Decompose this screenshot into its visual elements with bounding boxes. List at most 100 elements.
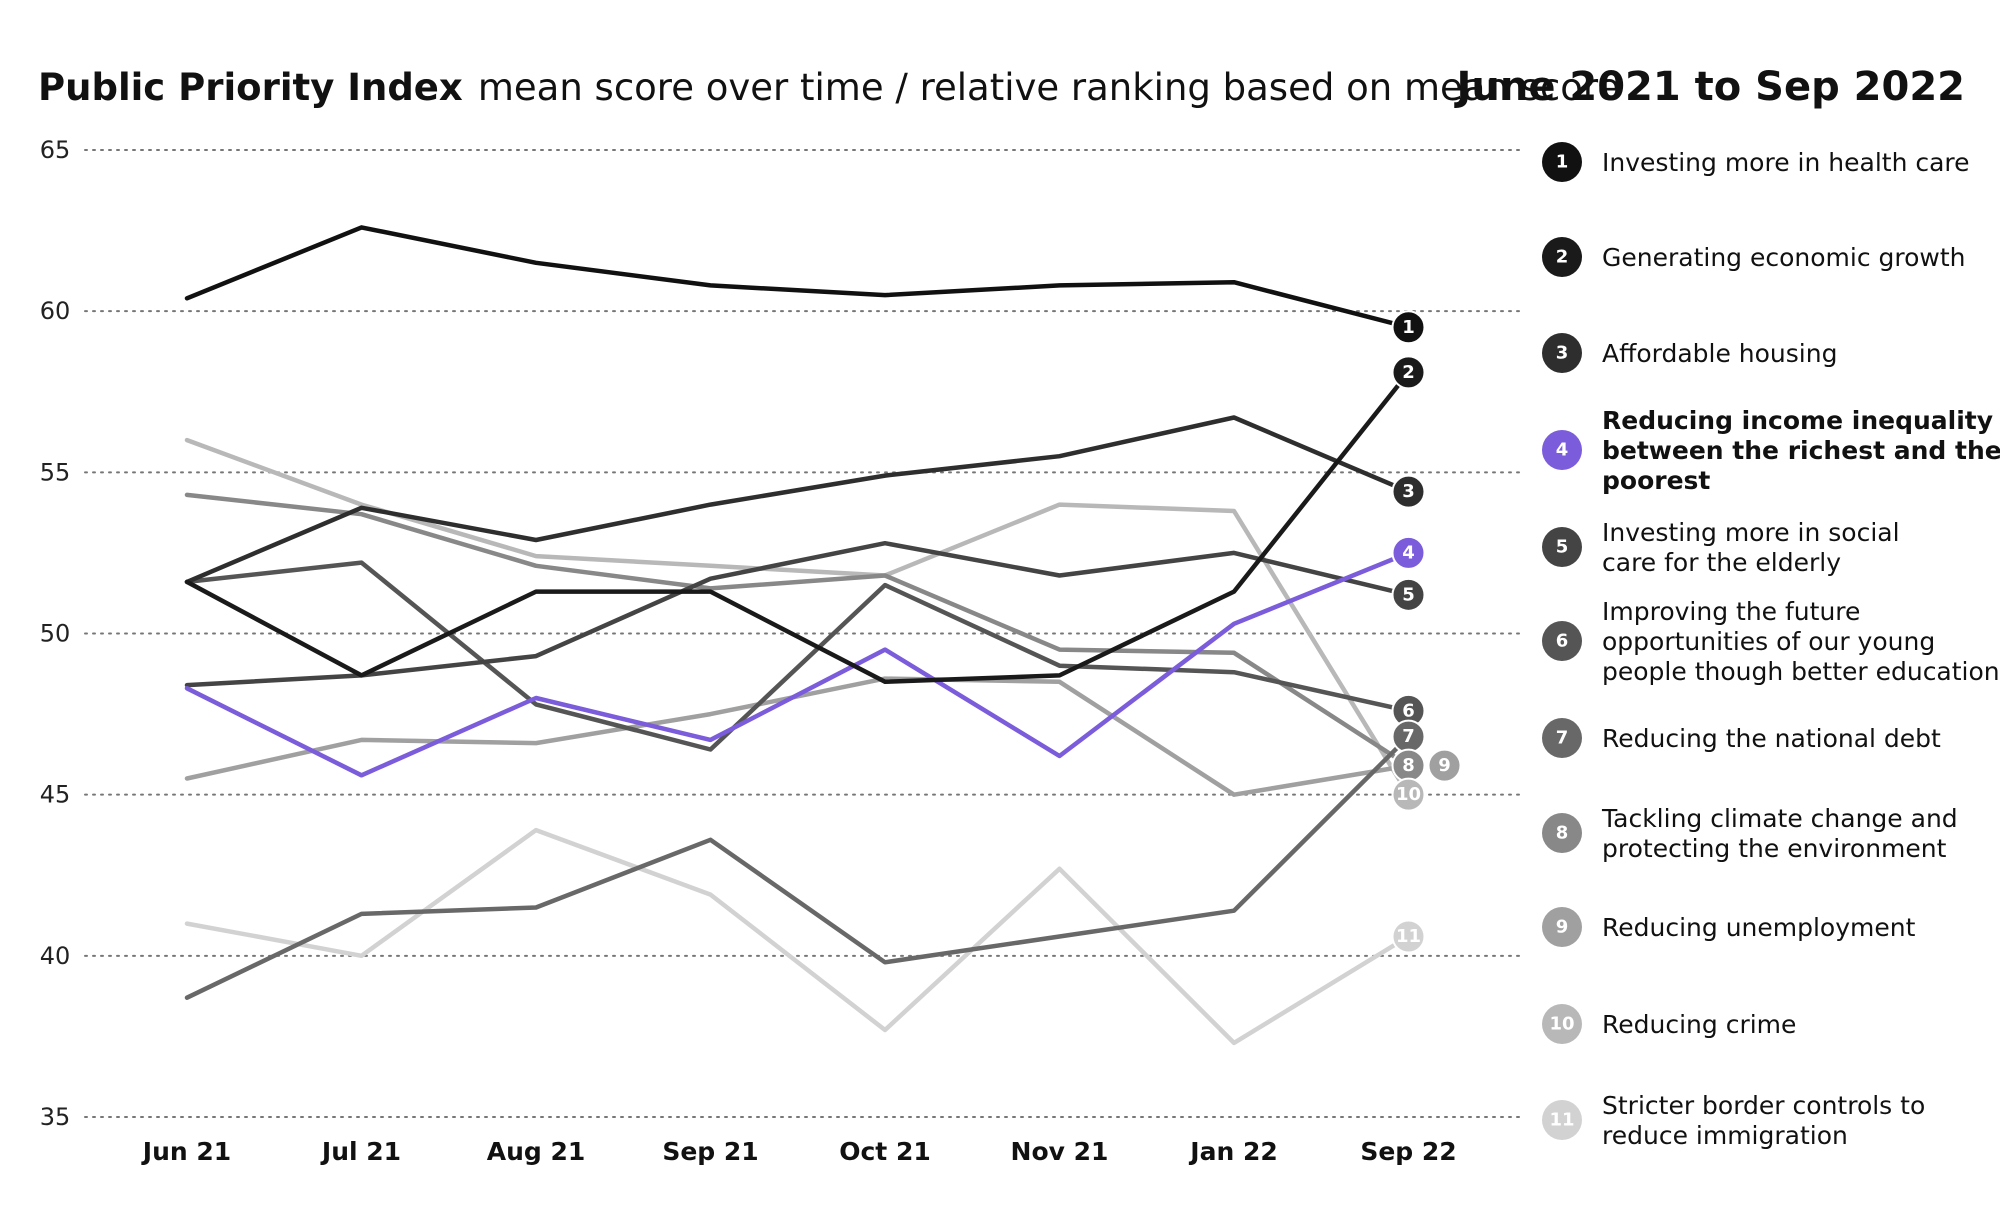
end-badge-circle — [1391, 919, 1426, 954]
legend-label: Reducing crime — [1602, 1010, 1796, 1039]
legend-item-2: 2 Generating economic growth — [1542, 237, 1966, 277]
end-badge-number: 4 — [1402, 542, 1415, 563]
end-badge-number: 2 — [1402, 362, 1415, 383]
legend-label: Investing more in social — [1602, 518, 1900, 547]
legend-label: Reducing the national debt — [1602, 724, 1941, 753]
legend-item-1: 1 Investing more in health care — [1542, 142, 1970, 182]
x-tick-label: Jan 22 — [1188, 1137, 1277, 1166]
grid-layer — [84, 149, 1521, 1118]
end-badge-9: 9 — [1427, 748, 1462, 783]
legend-label: reduce immigration — [1602, 1121, 1848, 1150]
x-tick-label: Sep 22 — [1360, 1137, 1456, 1166]
y-tick-label: 55 — [40, 458, 71, 486]
end-badge-1: 1 — [1391, 310, 1426, 345]
legend-badge — [1542, 333, 1582, 373]
series-line-4 — [184, 550, 1411, 778]
legend-label: Generating economic growth — [1602, 243, 1966, 272]
legend-label: opportunities of our young — [1602, 627, 1935, 656]
legend-badge — [1542, 142, 1582, 182]
end-badge-circle — [1391, 535, 1426, 570]
end-badge-number: 8 — [1402, 755, 1415, 776]
legend-badge-number: 4 — [1556, 440, 1569, 461]
legend-item-10: 10 Reducing crime — [1542, 1004, 1796, 1044]
legend-badge-number: 2 — [1556, 247, 1569, 268]
end-badge-number: 9 — [1438, 755, 1451, 776]
x-tick-label: Jun 21 — [141, 1137, 231, 1166]
y-tick-label: 45 — [40, 781, 71, 809]
end-badge-circle — [1391, 310, 1426, 345]
x-axis: Jun 21 Jul 21 Aug 21 Sep 21 Oct 21 Nov 21 Jan … — [141, 1137, 1457, 1166]
legend-label: Tackling climate change and — [1601, 804, 1958, 833]
series-line-1 — [184, 225, 1411, 330]
x-tick-label: Jul 21 — [320, 1137, 401, 1166]
series-line-6 — [184, 560, 1411, 752]
legend-badge — [1542, 621, 1582, 661]
end-badge-circle — [1391, 474, 1426, 509]
chart-title: Public Priority Index — [38, 66, 463, 109]
series-line-3 — [184, 415, 1411, 585]
legend-badge-number: 9 — [1556, 917, 1569, 938]
legend-badge — [1542, 527, 1582, 567]
end-badge-circle — [1391, 777, 1426, 812]
y-tick-label: 65 — [40, 136, 71, 164]
end-badge-number: 1 — [1402, 317, 1415, 338]
legend-label: people though better education — [1602, 657, 2000, 686]
legend-badge — [1542, 430, 1582, 470]
end-badges: 1 2 3 4 5 6 7 8 9 10 11 — [1391, 310, 1462, 954]
legend-badge — [1542, 237, 1582, 277]
x-tick-label: Oct 21 — [839, 1137, 931, 1166]
end-badge-circle — [1391, 355, 1426, 390]
legend-label: Affordable housing — [1602, 339, 1837, 368]
series-layer — [184, 225, 1411, 1046]
y-tick-label: 60 — [40, 297, 71, 325]
legend-badge — [1542, 1004, 1582, 1044]
chart-subtitle: mean score over time / relative ranking … — [478, 66, 1620, 109]
x-tick-label: Nov 21 — [1011, 1137, 1109, 1166]
legend: 1 Investing more in health care 2 Generatin… — [1542, 142, 2000, 1150]
series-line-5 — [184, 540, 1411, 688]
legend-label: protecting the environment — [1602, 834, 1947, 863]
legend-badge-number: 11 — [1549, 1110, 1574, 1131]
series-line-11 — [184, 827, 1411, 1046]
end-badge-7: 7 — [1391, 719, 1426, 754]
legend-label: Stricter border controls to — [1602, 1091, 1925, 1120]
series-line-7 — [184, 734, 1411, 1000]
end-badge-6: 6 — [1391, 693, 1426, 728]
end-badge-circle — [1391, 577, 1426, 612]
series-line-2 — [184, 370, 1411, 685]
end-badge-4: 4 — [1391, 535, 1426, 570]
end-badge-10: 10 — [1391, 777, 1426, 812]
end-badge-number: 5 — [1402, 584, 1415, 605]
legend-label: care for the elderly — [1602, 548, 1841, 577]
legend-badge-number: 3 — [1556, 343, 1569, 364]
end-badge-11: 11 — [1391, 919, 1426, 954]
end-badge-number: 11 — [1396, 926, 1421, 947]
series-line-8 — [184, 492, 1411, 768]
legend-badge-number: 6 — [1556, 631, 1569, 652]
end-badge-circle — [1427, 748, 1462, 783]
end-badge-number: 6 — [1402, 700, 1415, 721]
legend-badge — [1542, 1100, 1582, 1140]
legend-label: between the richest and the — [1602, 436, 2000, 465]
legend-item-3: 3 Affordable housing — [1542, 333, 1837, 373]
end-badge-2: 2 — [1391, 355, 1426, 390]
legend-label: Investing more in health care — [1602, 148, 1970, 177]
legend-badge-number: 7 — [1556, 728, 1569, 749]
legend-badge — [1542, 718, 1582, 758]
legend-label: Reducing income inequality — [1602, 406, 1993, 435]
end-badge-number: 3 — [1402, 481, 1415, 502]
legend-item-7: 7 Reducing the national debt — [1542, 718, 1941, 758]
legend-badge — [1542, 907, 1582, 947]
end-badge-3: 3 — [1391, 474, 1426, 509]
legend-badge-number: 5 — [1556, 537, 1569, 558]
x-tick-label: Aug 21 — [487, 1137, 586, 1166]
y-tick-label: 40 — [40, 942, 71, 970]
legend-badge-number: 1 — [1556, 152, 1569, 173]
